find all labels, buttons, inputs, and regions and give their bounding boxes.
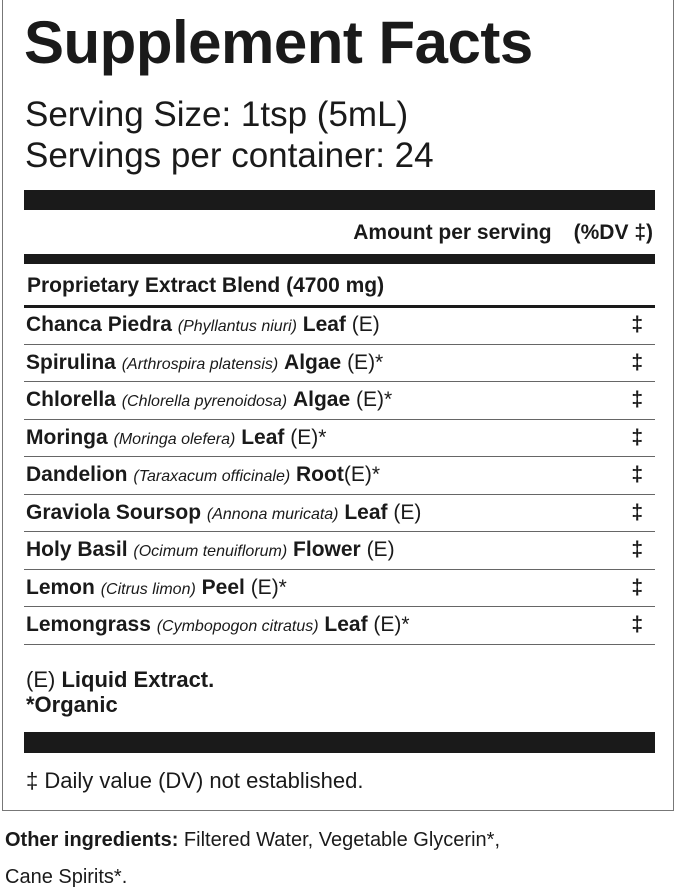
plant-part: Leaf xyxy=(302,313,346,336)
dv-value: ‡ xyxy=(631,500,643,524)
column-header: Amount per serving (%DV ‡) xyxy=(331,221,653,245)
ingredient-name: Chlorella xyxy=(26,388,116,411)
plant-part: Leaf xyxy=(324,613,368,636)
dv-value: ‡ xyxy=(631,538,643,561)
medium-divider xyxy=(24,254,655,264)
ingredient-row: Lemongrass (Cymbopogon citratus) Leaf (E… xyxy=(24,607,655,645)
dv-value: ‡ xyxy=(631,313,643,336)
ingredient-suffix: (E)* xyxy=(350,388,393,411)
thin-divider xyxy=(24,305,655,308)
dv-value: ‡ xyxy=(631,388,643,411)
ingredient-row: Spirulina (Arthrospira platensis) Algae … xyxy=(24,345,655,382)
plant-part: Flower xyxy=(293,538,361,561)
ingredient-name: Spirulina xyxy=(26,350,116,374)
ingredient-row: Lemon (Citrus limon) Peel (E)* ‡ xyxy=(24,570,655,607)
plant-part: Leaf xyxy=(344,500,388,524)
panel-title: Supplement Facts xyxy=(24,9,533,76)
ingredient-row: Chlorella (Chlorella pyrenoidosa) Algae … xyxy=(24,382,655,420)
latin-name: (Taraxacum officinale) xyxy=(133,468,291,485)
dv-value: ‡ xyxy=(631,350,643,374)
ingredient-name: Dandelion xyxy=(26,463,128,486)
supplement-facts-panel xyxy=(2,0,674,811)
plant-part: Peel xyxy=(201,575,245,599)
ingredient-row: Moringa (Moringa olefera) Leaf (E)* ‡ xyxy=(24,420,655,457)
thick-divider xyxy=(24,190,655,210)
plant-part: Root xyxy=(296,463,344,486)
latin-name: (Moringa olefera) xyxy=(113,430,236,448)
extract-note: (E) Liquid Extract. xyxy=(26,667,214,693)
ingredient-name: Lemon xyxy=(26,575,95,599)
ingredient-suffix: (E) xyxy=(387,500,422,524)
ingredient-name: Moringa xyxy=(26,425,108,449)
dv-note: ‡ Daily value (DV) not established. xyxy=(26,768,364,793)
bottom-divider xyxy=(24,732,655,753)
amount-per-serving: Amount per serving xyxy=(353,221,552,244)
dv-value: ‡ xyxy=(631,463,643,486)
extract-prefix: (E) xyxy=(26,667,56,692)
ingredient-suffix: (E)* xyxy=(367,613,410,636)
ingredient-row: Holy Basil (Ocimum tenuiflorum) Flower (… xyxy=(24,532,655,570)
serving-size: Serving Size: 1tsp (5mL) xyxy=(25,95,409,134)
latin-name: (Annona muricata) xyxy=(206,505,339,523)
latin-name: (Cymbopogon citratus) xyxy=(156,618,319,635)
servings-per-container: Servings per container: 24 xyxy=(25,136,434,176)
latin-name: (Chlorella pyrenoidosa) xyxy=(121,393,288,410)
ingredient-suffix: (E) xyxy=(345,313,380,336)
other-ingredients: Other ingredients: Filtered Water, Veget… xyxy=(5,829,500,852)
ingredient-suffix: (E) xyxy=(360,538,395,561)
extract-label: Liquid Extract. xyxy=(61,667,215,692)
latin-name: (Phyllantus niuri) xyxy=(177,318,297,335)
plant-part: Algae xyxy=(292,388,351,411)
ingredient-suffix: (E)* xyxy=(284,425,327,449)
plant-part: Algae xyxy=(284,350,342,374)
other-label: Other ingredients: xyxy=(5,829,179,851)
dv-value: ‡ xyxy=(631,425,643,449)
dv-value: ‡ xyxy=(631,613,643,636)
dv-header: (%DV ‡) xyxy=(573,221,653,244)
ingredient-row: Dandelion (Taraxacum officinale) Root(E)… xyxy=(24,457,655,495)
ingredient-row: Graviola Soursop (Annona muricata) Leaf … xyxy=(24,495,655,532)
ingredient-suffix: (E)* xyxy=(341,350,384,374)
ingredient-list: Chanca Piedra (Phyllantus niuri) Leaf (E… xyxy=(24,307,655,645)
latin-name: (Citrus limon) xyxy=(100,580,196,598)
servings-value: 24 xyxy=(394,136,434,175)
proprietary-blend: Proprietary Extract Blend (4700 mg) xyxy=(27,274,385,297)
ingredient-suffix: (E)* xyxy=(343,463,381,486)
other-text: Filtered Water, Vegetable Glycerin*, xyxy=(183,829,500,851)
organic-note: *Organic xyxy=(26,692,118,717)
servings-label: Servings per container: xyxy=(25,136,385,175)
latin-name: (Ocimum tenuiflorum) xyxy=(133,543,288,560)
ingredient-name: Holy Basil xyxy=(26,538,128,561)
ingredient-suffix: (E)* xyxy=(244,575,287,599)
dv-value: ‡ xyxy=(631,575,643,599)
plant-part: Leaf xyxy=(241,425,285,449)
ingredient-name: Lemongrass xyxy=(26,613,151,636)
other-ingredients-cont: Cane Spirits*. xyxy=(5,866,128,888)
latin-name: (Arthrospira platensis) xyxy=(121,355,279,373)
ingredient-name: Graviola Soursop xyxy=(26,500,202,524)
ingredient-row: Chanca Piedra (Phyllantus niuri) Leaf (E… xyxy=(24,307,655,345)
ingredient-name: Chanca Piedra xyxy=(26,313,172,336)
